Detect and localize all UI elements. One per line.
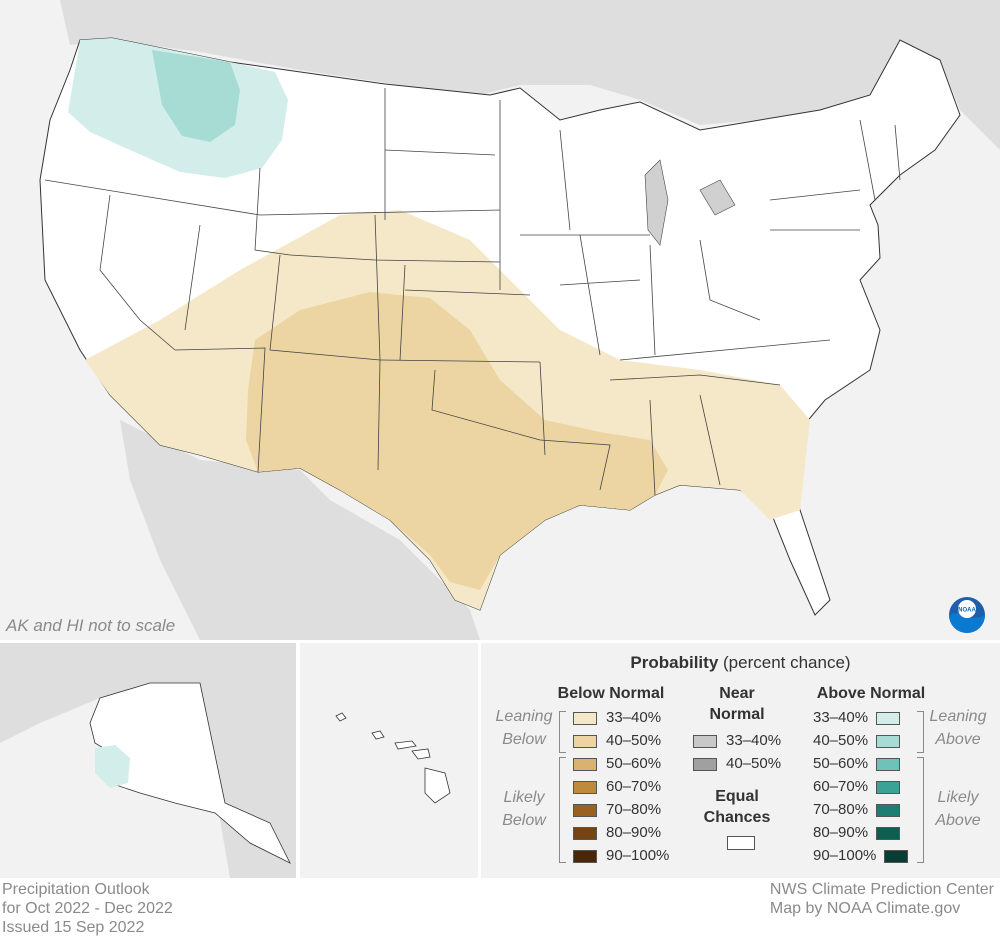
below-normal-row: 90–100%	[573, 846, 669, 866]
footer-outlook-period: for Oct 2022 - Dec 2022	[2, 900, 173, 917]
below-normal-label: 40–50%	[606, 732, 662, 749]
below-normal-label: 90–100%	[606, 847, 670, 864]
maui-island	[411, 748, 431, 760]
above-normal-heading: Above Normal	[816, 685, 926, 702]
below-normal-row: 70–80%	[573, 800, 661, 820]
near-normal-row: 33–40%	[693, 731, 781, 751]
above-normal-label: 40–50%	[813, 732, 869, 749]
below-normal-swatch	[573, 711, 597, 725]
above-normal-row: 60–70%	[813, 777, 901, 797]
footer-credit-cpc: NWS Climate Prediction Center	[769, 881, 994, 898]
above-normal-swatch	[876, 826, 901, 840]
lake-huron	[699, 179, 736, 216]
above-normal-row: 33–40%	[813, 708, 901, 728]
above-normal-label: 90–100%	[813, 847, 877, 864]
above-normal-label: 70–80%	[813, 801, 869, 818]
main-map: AK and HI not to scale NOAA	[0, 0, 1000, 640]
above-normal-row: 80–90%	[813, 823, 901, 843]
molokai-island	[394, 740, 417, 750]
above-normal-row: 70–80%	[813, 800, 901, 820]
leaning-above-bracket	[917, 711, 924, 753]
above-normal-swatch	[884, 849, 909, 863]
above-normal-label: 80–90%	[813, 824, 869, 841]
above-normal-swatch	[876, 734, 901, 748]
noaa-logo-icon: NOAA	[949, 597, 985, 633]
canada-landmass	[60, 0, 1000, 150]
near-normal-row: 40–50%	[693, 754, 781, 774]
mexico-landmass	[120, 420, 480, 640]
below-normal-heading: Below Normal	[557, 685, 665, 702]
leaning-below-40-50-region	[246, 292, 668, 590]
inset-scale-note: AK and HI not to scale	[6, 616, 176, 635]
above-normal-label: 50–60%	[813, 755, 869, 772]
kauai-island	[335, 712, 347, 722]
footer-credit-map: Map by NOAA Climate.gov	[769, 900, 961, 917]
footer-outlook-title: Precipitation Outlook	[2, 881, 150, 898]
near-normal-swatch	[693, 734, 717, 748]
near-normal-heading: Near Normal	[709, 685, 765, 723]
alaska-leaning-above-region	[95, 745, 130, 788]
footer-issue-date: Issued 15 Sep 2022	[2, 919, 145, 936]
oahu-island	[371, 730, 385, 740]
below-normal-row: 40–50%	[573, 731, 661, 751]
below-normal-label: 70–80%	[606, 801, 662, 818]
footer-outlook-info: Precipitation Outlook for Oct 2022 - Dec…	[2, 880, 173, 937]
below-normal-label: 50–60%	[606, 755, 662, 772]
svg-text:NOAA: NOAA	[958, 608, 976, 614]
hawaii-inset-svg	[335, 712, 451, 804]
lake-michigan	[644, 159, 669, 246]
below-normal-swatch	[573, 780, 597, 794]
below-normal-label: 60–70%	[606, 778, 662, 795]
above-normal-label: 60–70%	[813, 778, 869, 795]
above-normal-swatch	[876, 757, 901, 771]
likely-above-label: Likely Above	[935, 789, 981, 829]
below-normal-row: 50–60%	[573, 754, 661, 774]
hawaii-inset	[300, 643, 478, 878]
legend-panel: Probability (percent chance) Below Norma…	[481, 643, 1000, 878]
below-normal-swatch	[573, 826, 597, 840]
above-normal-row: 40–50%	[813, 731, 901, 751]
likely-below-bracket	[559, 757, 566, 863]
near-normal-label: 33–40%	[726, 732, 782, 749]
below-normal-row: 80–90%	[573, 823, 661, 843]
leaning-above-40-50-region	[152, 50, 240, 142]
big-island	[424, 767, 451, 804]
leaning-below-label: Leaning Below	[495, 708, 553, 748]
leaning-above-label: Leaning Above	[929, 708, 987, 748]
likely-above-bracket	[917, 757, 924, 863]
above-normal-swatch	[876, 780, 901, 794]
above-normal-row: 50–60%	[813, 754, 901, 774]
legend-title: Probability (percent chance)	[630, 653, 851, 672]
below-normal-swatch	[573, 757, 597, 771]
above-normal-label: 33–40%	[813, 709, 869, 726]
likely-below-label: Likely Below	[502, 789, 546, 829]
below-normal-swatch	[573, 803, 597, 817]
above-normal-swatch	[876, 803, 901, 817]
footer-credits: NWS Climate Prediction Center Map by NOA…	[770, 880, 994, 918]
below-normal-row: 60–70%	[573, 777, 661, 797]
equal-chances-swatch	[727, 836, 755, 850]
below-normal-label: 80–90%	[606, 824, 662, 841]
alaska-inset	[0, 643, 296, 878]
near-normal-swatch	[693, 757, 717, 771]
above-normal-row: 90–100%	[813, 846, 909, 866]
leaning-below-bracket	[559, 711, 566, 753]
conus-map-svg	[39, 0, 1000, 640]
above-normal-swatch	[876, 711, 901, 725]
below-normal-label: 33–40%	[606, 709, 662, 726]
alaska-inset-svg	[0, 643, 296, 878]
state-borders	[44, 88, 901, 496]
below-normal-row: 33–40%	[573, 708, 661, 728]
near-normal-label: 40–50%	[726, 755, 782, 772]
equal-chances-heading: Equal Chances	[703, 788, 771, 826]
below-normal-swatch	[573, 734, 597, 748]
below-normal-swatch	[573, 849, 597, 863]
